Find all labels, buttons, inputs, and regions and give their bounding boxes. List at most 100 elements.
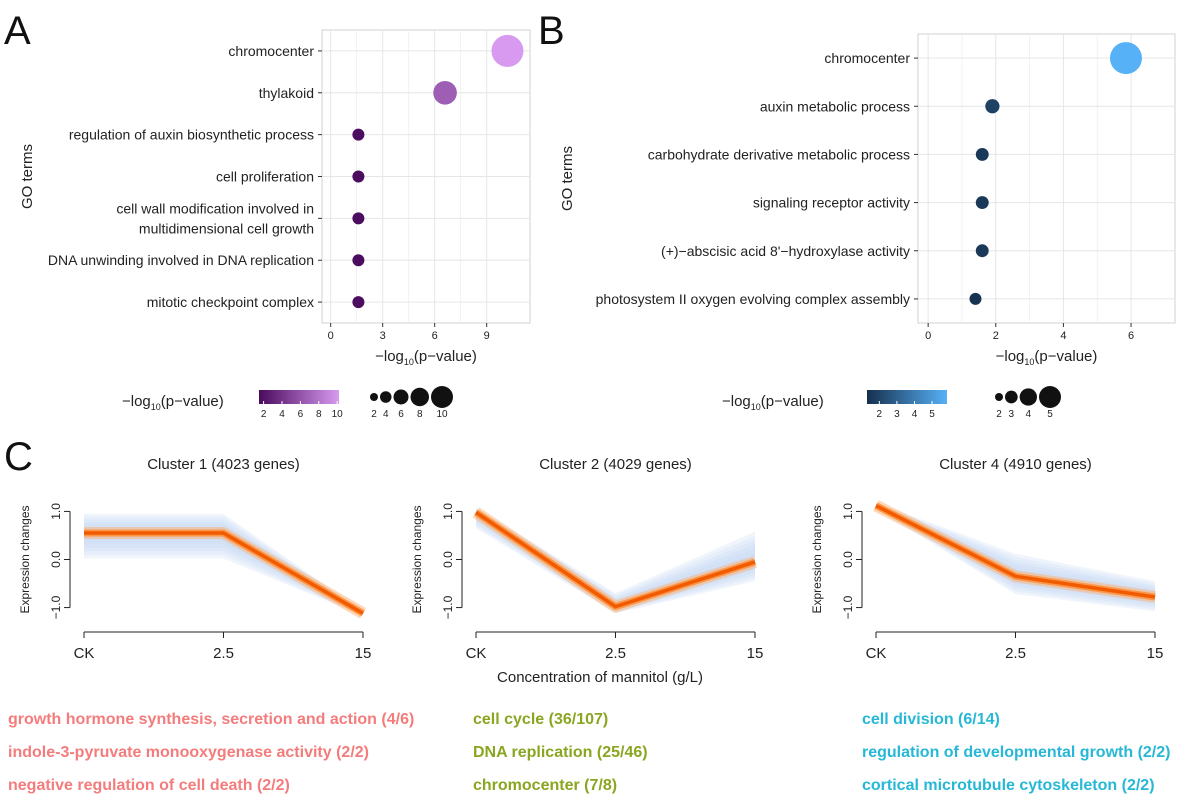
c2-title: Cluster 2 (4029 genes) bbox=[539, 456, 692, 473]
a-dot bbox=[352, 212, 365, 225]
a-term-label: cell wall modification involved in bbox=[116, 200, 314, 216]
enrichment-terms: growth hormone synthesis, secretion and … bbox=[8, 711, 1170, 794]
c4-enrichment-term: cortical microtubule cytoskeleton (2/2) bbox=[862, 777, 1155, 794]
cluster-4-plot: Cluster 4 (4910 genes) 1.0 0.0 −1.0 CK 2.5 15 E… bbox=[810, 456, 1163, 662]
a-dot bbox=[352, 170, 365, 183]
c1-variance-band bbox=[84, 513, 363, 616]
c4-core-line bbox=[875, 504, 1156, 599]
b-dot bbox=[985, 99, 1000, 114]
c2-y-axis-label: Expression changes bbox=[410, 505, 424, 613]
b-x-tick-label: 2 bbox=[993, 330, 999, 342]
b-size-dot bbox=[1039, 386, 1061, 408]
c1-y-tick-label: 0.0 bbox=[49, 551, 63, 568]
a-dot bbox=[352, 254, 365, 267]
b-term-label: chromocenter bbox=[824, 50, 910, 66]
b-dot bbox=[969, 292, 982, 305]
b-x-tick-label: 4 bbox=[1060, 330, 1066, 342]
b-size-tick-label: 4 bbox=[1026, 409, 1032, 420]
c4-x-tick-label: 15 bbox=[1147, 645, 1164, 662]
c2-enrichment-term: DNA replication (25/46) bbox=[473, 744, 648, 761]
b-size-tick-label: 3 bbox=[1009, 409, 1015, 420]
a-x-tick-label: 6 bbox=[432, 330, 438, 342]
b-color-bar bbox=[867, 390, 947, 404]
c1-y-axis-label: Expression changes bbox=[18, 505, 32, 613]
c4-x-tick-label: CK bbox=[866, 645, 887, 662]
c1-title: Cluster 1 (4023 genes) bbox=[147, 456, 300, 473]
a-size-tick-label: 8 bbox=[417, 409, 423, 420]
a-dot bbox=[352, 128, 365, 141]
c1-y-tick-label: 1.0 bbox=[49, 503, 63, 520]
b-legend-title: −log10(p−value) bbox=[722, 393, 824, 412]
b-size-tick-label: 5 bbox=[1047, 409, 1053, 420]
a-color-tick-label: 6 bbox=[298, 409, 304, 420]
b-term-label: auxin metabolic process bbox=[760, 98, 910, 114]
a-color-bar bbox=[259, 390, 339, 404]
a-color-tick-label: 2 bbox=[261, 409, 267, 420]
a-term-label: DNA unwinding involved in DNA replicatio… bbox=[48, 252, 314, 268]
c1-y-tick-label: −1.0 bbox=[49, 595, 63, 619]
c4-y-tick-label: −1.0 bbox=[841, 595, 855, 619]
c4-title: Cluster 4 (4910 genes) bbox=[939, 456, 1092, 473]
b-dot bbox=[975, 147, 989, 161]
a-color-tick-label: 8 bbox=[316, 409, 322, 420]
c1-variance-band bbox=[84, 519, 363, 616]
c4-variance-band bbox=[876, 504, 1155, 606]
a-term-label: regulation of auxin biosynthetic process bbox=[69, 127, 314, 143]
b-term-label: photosystem II oxygen evolving complex a… bbox=[596, 291, 910, 307]
cluster-1-plot: Cluster 1 (4023 genes) 1.0 0.0 −1.0 CK 2.5 15 E… bbox=[18, 456, 371, 662]
a-size-dot bbox=[393, 389, 409, 405]
c2-x-tick-label: 2.5 bbox=[605, 645, 626, 662]
a-legend-title: −log10(p−value) bbox=[122, 393, 224, 412]
legend-a: −log10(p−value)2 4 6 8 10 2 4 6 8 10 bbox=[122, 386, 453, 420]
a-term-label: multidimensional cell growth bbox=[139, 220, 314, 236]
c1-variance-band bbox=[84, 522, 363, 615]
c4-variance-band bbox=[876, 504, 1155, 604]
c4-x-tick-label: 2.5 bbox=[1005, 645, 1026, 662]
a-y-axis-label: GO terms bbox=[19, 144, 36, 209]
a-size-tick-label: 4 bbox=[383, 409, 389, 420]
c2-x-tick-label: 15 bbox=[747, 645, 764, 662]
b-dot bbox=[975, 196, 989, 210]
b-x-tick-label: 6 bbox=[1128, 330, 1134, 342]
c2-x-tick-label: CK bbox=[466, 645, 487, 662]
c4-enrichment-term: cell division (6/14) bbox=[862, 711, 1000, 728]
b-size-dot bbox=[1005, 390, 1018, 404]
c4-enrichment-term: regulation of developmental growth (2/2) bbox=[862, 744, 1170, 761]
b-dot bbox=[975, 244, 989, 258]
b-term-label: (+)−abscisic acid 8'−hydroxylase activit… bbox=[661, 243, 910, 259]
a-x-tick-label: 3 bbox=[380, 330, 386, 342]
b-color-tick-label: 2 bbox=[877, 409, 883, 420]
a-size-tick-label: 2 bbox=[371, 409, 377, 420]
c4-y-tick-label: 0.0 bbox=[841, 551, 855, 568]
c1-core-line bbox=[84, 531, 364, 615]
b-color-tick-label: 5 bbox=[929, 409, 935, 420]
c4-y-tick-label: 1.0 bbox=[841, 503, 855, 520]
a-size-tick-label: 10 bbox=[436, 409, 448, 420]
panel-label-a: A bbox=[4, 9, 31, 53]
c1-enrichment-term: indole-3-pyruvate monooxygenase activity… bbox=[8, 744, 369, 761]
b-panel-border bbox=[917, 33, 1176, 324]
a-size-tick-label: 6 bbox=[398, 409, 404, 420]
b-term-label: signaling receptor activity bbox=[753, 195, 910, 211]
c4-y-axis-label: Expression changes bbox=[810, 505, 824, 613]
a-size-dot bbox=[431, 386, 453, 408]
c1-x-tick-label: 15 bbox=[355, 645, 372, 662]
a-size-dot bbox=[410, 387, 429, 407]
a-dot bbox=[491, 34, 524, 67]
b-color-tick-label: 4 bbox=[912, 409, 918, 420]
a-size-dot bbox=[380, 391, 392, 403]
a-color-tick-label: 10 bbox=[332, 409, 344, 420]
a-term-label: cell proliferation bbox=[216, 169, 314, 185]
b-dot bbox=[1109, 42, 1142, 75]
c2-y-tick-label: −1.0 bbox=[441, 595, 455, 619]
panel-label-c: C bbox=[4, 435, 33, 479]
c1-variance-band bbox=[84, 516, 363, 616]
panel-label-b: B bbox=[538, 9, 565, 53]
a-x-axis-label: −log10(p−value) bbox=[375, 348, 477, 367]
b-x-axis-label: −log10(p−value) bbox=[996, 348, 1098, 367]
c1-x-tick-label: CK bbox=[74, 645, 95, 662]
c2-core-line bbox=[475, 510, 756, 609]
dot-plot-b: 0 2 4 6 chromocenter auxin metabolic process c… bbox=[559, 33, 1176, 367]
a-dot bbox=[352, 296, 365, 309]
